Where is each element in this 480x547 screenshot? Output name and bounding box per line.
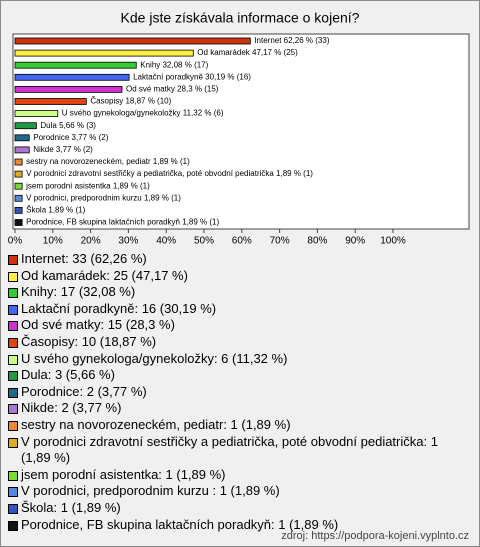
- bar: [14, 110, 59, 117]
- legend-label: Knihy: 17 (32,08 %): [21, 284, 136, 300]
- legend-swatch: [8, 420, 18, 431]
- x-tick-label: 50%: [194, 236, 214, 247]
- legend-swatch: [8, 271, 18, 282]
- legend-swatch: [8, 387, 18, 398]
- value-label: Internet 62,26 % (33): [254, 36, 329, 45]
- value-label: Od své matky 28,3 % (15): [126, 85, 219, 94]
- legend-item: Časopisy: 10 (18,87 %): [7, 334, 469, 351]
- legend-label: Dula: 3 (5,66 %): [21, 367, 115, 383]
- legend-item: Internet: 33 (62,26 %): [7, 251, 469, 268]
- value-label: V porodnici zdravotní sestřičky a pediat…: [26, 169, 313, 178]
- legend-swatch: [8, 503, 18, 514]
- legend-label: jsem porodní asistentka: 1 (1,89 %): [21, 466, 226, 482]
- legend-label: Časopisy: 10 (18,87 %): [21, 333, 157, 349]
- x-tick-label: 0%: [8, 236, 23, 247]
- legend-label: Od své matky: 15 (28,3 %): [21, 317, 175, 333]
- value-label: Porodnice 3,77 % (2): [33, 133, 108, 142]
- bar: [14, 134, 30, 142]
- legend-swatch: [8, 404, 18, 415]
- bar: [14, 49, 194, 57]
- bar: [14, 37, 251, 45]
- legend-swatch: [8, 321, 18, 332]
- value-label: Nikde 3,77 % (2): [33, 145, 93, 154]
- bar: [14, 98, 87, 105]
- legend-item: Nikde: 2 (3,77 %): [7, 400, 469, 417]
- bar: [14, 73, 130, 81]
- legend-item: Knihy: 17 (32,08 %): [7, 284, 469, 301]
- bar: [14, 86, 123, 93]
- bar: [14, 182, 23, 190]
- legend-label: Porodnice: 2 (3,77 %): [21, 383, 147, 399]
- x-tick-label: 20%: [81, 236, 101, 247]
- bar: [14, 146, 30, 154]
- value-label: jsem porodní asistentka 1,89 % (1): [25, 181, 150, 190]
- x-tick-label: 10%: [43, 236, 63, 247]
- legend-label: Nikde: 2 (3,77 %): [21, 400, 122, 416]
- legend-swatch: [8, 520, 18, 531]
- value-label: Od kamarádek 47,17 % (25): [197, 48, 298, 57]
- legend-item: Od své matky: 15 (28,3 %): [7, 317, 469, 334]
- legend-label: Od kamarádek: 25 (47,17 %): [21, 267, 188, 283]
- legend-item: Porodnice, FB skupina laktačních poradky…: [7, 517, 469, 534]
- legend: Internet: 33 (62,26 %) Od kamarádek: 25 (…: [7, 251, 469, 533]
- value-label: Laktační poradkyně 30,19 % (16): [133, 72, 251, 81]
- legend-swatch: [8, 255, 18, 265]
- bar: [14, 170, 23, 178]
- legend-item: V porodnici zdravotní sestřičky a pediat…: [7, 434, 469, 467]
- bar: [14, 219, 23, 226]
- x-tick-label: 90%: [345, 236, 365, 247]
- value-label: Škola 1,89 % (1): [26, 206, 85, 215]
- legend-label: V porodnici, predporodnim kurzu : 1 (1,8…: [21, 483, 280, 499]
- value-label: U svého gynekologa/gynekoložky 11,32 % (…: [62, 109, 224, 118]
- legend-label: Internet: 33 (62,26 %): [21, 251, 147, 266]
- legend-item: Laktační poradkyně: 16 (30,19 %): [7, 301, 469, 318]
- x-tick-label: 80%: [307, 236, 327, 247]
- x-tick-label: 30%: [118, 236, 138, 247]
- legend-swatch: [8, 487, 18, 498]
- value-label: V porodnici, predporodnim kurzu 1,89 % (…: [26, 193, 181, 202]
- x-tick-label: 40%: [156, 236, 176, 247]
- legend-label: Porodnice, FB skupina laktačních poradky…: [21, 516, 339, 532]
- bar: [14, 158, 23, 166]
- bar: [14, 206, 23, 214]
- legend-swatch: [8, 304, 18, 315]
- legend-swatch: [8, 337, 18, 348]
- legend-swatch: [8, 288, 18, 299]
- value-label: Časopisy 18,87 % (10): [90, 97, 171, 106]
- x-tick-label: 100%: [380, 236, 406, 247]
- legend-swatch: [8, 437, 18, 448]
- value-label: Porodnice, FB skupina laktačních poradky…: [26, 218, 219, 227]
- bar: [14, 61, 137, 69]
- value-label: sestry na novorozeneckém, pediatr 1,89 %…: [26, 157, 190, 166]
- legend-label: sestry na novorozeneckém, pediatr: 1 (1,…: [21, 416, 291, 432]
- legend-item: sestry na novorozeneckém, pediatr: 1 (1,…: [7, 417, 469, 434]
- legend-item: Od kamarádek: 25 (47,17 %): [7, 268, 469, 285]
- legend-item: U svého gynekologa/gynekoložky: 6 (11,32…: [7, 351, 469, 368]
- legend-label: Laktační poradkyně: 16 (30,19 %): [21, 300, 217, 316]
- legend-label: U svého gynekologa/gynekoložky: 6 (11,32…: [21, 350, 288, 366]
- chart: Kde jste získávala informace o kojení? 0…: [8, 10, 470, 247]
- legend-item: V porodnici, predporodnim kurzu : 1 (1,8…: [7, 483, 469, 500]
- source: zdroj: https://podpora-kojeni.vyplnto.cz: [281, 530, 469, 542]
- legend-swatch: [8, 371, 18, 382]
- x-tick-label: 60%: [232, 236, 252, 247]
- legend-item: jsem porodní asistentka: 1 (1,89 %): [7, 467, 469, 484]
- legend-label: Škola: 1 (1,89 %): [21, 499, 121, 515]
- legend-swatch: [8, 470, 18, 481]
- legend-item: Dula: 3 (5,66 %): [7, 367, 469, 384]
- bar: [14, 194, 23, 202]
- value-label: Knihy 32,08 % (17): [140, 60, 208, 69]
- legend-item: Porodnice: 2 (3,77 %): [7, 384, 469, 401]
- value-label: Dula 5,66 % (3): [40, 121, 96, 130]
- legend-label: V porodnici zdravotní sestřičky a pediat…: [21, 433, 438, 466]
- chart-title: Kde jste získávala informace o kojení?: [121, 10, 360, 26]
- legend-swatch: [8, 354, 18, 365]
- legend-item: Škola: 1 (1,89 %): [7, 500, 469, 517]
- bar: [14, 122, 37, 130]
- x-tick-label: 70%: [270, 236, 290, 247]
